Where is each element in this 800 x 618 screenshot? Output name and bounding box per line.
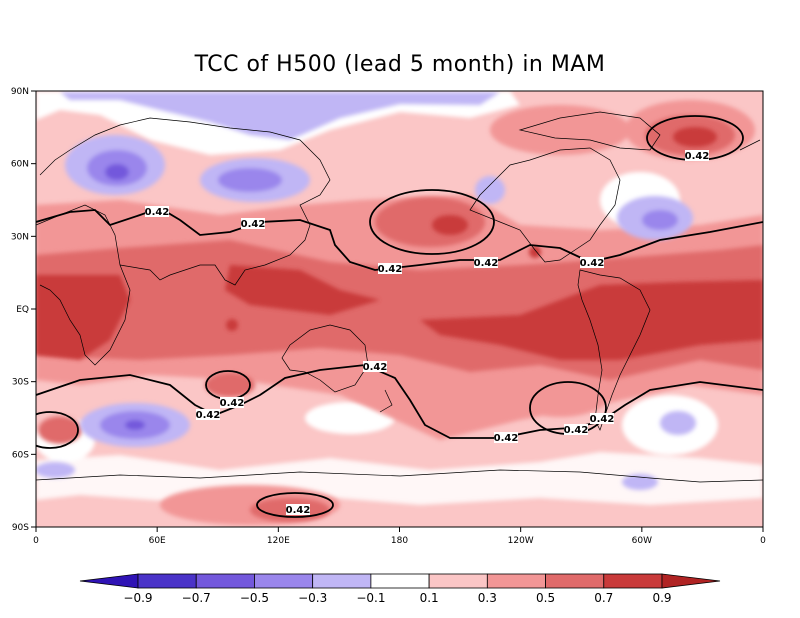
contour-label-bg [363,361,387,372]
colorbar-label: −0.7 [182,591,211,605]
contour-labels: 0.420.420.420.42 0.420.420.420.420.420.42… [145,150,710,516]
colorbar-segment [137,573,197,589]
colorbar-segment [545,573,605,589]
contour-label: 0.42 [564,425,589,436]
contour-label-bg [286,504,310,515]
colorbar-segment [195,573,255,589]
x-tick-label: 60W [632,536,652,546]
x-tick-label: 120W [508,536,534,546]
y-tick-label: 30N [11,232,29,242]
contour-label: 0.42 [580,258,605,269]
colorbar-label: −0.9 [123,591,152,605]
y-axis: 90N 60N 30N EQ 30S 60S 90S [11,87,36,533]
y-tick-label: EQ [16,305,29,315]
x-tick-label: 0 [33,536,39,546]
y-tick-label: 90S [12,523,29,533]
colorbar-label: 0.9 [652,591,671,605]
contour-label: 0.42 [378,264,403,275]
contour-label-bg [378,263,402,274]
colorbar-segment [428,573,488,589]
x-axis: 0 60E 120E 180 120W 60W 0 [33,527,766,546]
y-tick-label: 60N [11,160,29,170]
contour-label: 0.42 [286,505,311,516]
colorbar-segment [370,573,430,589]
y-tick-label: 90N [11,87,29,97]
contour-label-bg [580,257,604,268]
colorbar-label: −0.1 [356,591,385,605]
contour-label-bg [494,432,518,443]
contour-label: 0.42 [220,398,245,409]
colorbar-label: 0.5 [536,591,555,605]
colorbar-label: −0.3 [298,591,327,605]
colorbar-segment [312,573,372,589]
contour-label: 0.42 [590,414,615,425]
contour-label: 0.42 [474,258,499,269]
colorbar-segment [486,573,546,589]
colorbar-label: 0.1 [420,591,439,605]
contour-label-bg [196,409,220,420]
x-tick-label: 0 [760,536,766,546]
colorbar-segment [603,573,663,589]
map-plot-area [36,91,763,527]
colorbar-lower-arrow [79,573,139,589]
contour-label-bg [685,150,709,161]
x-tick-label: 120E [267,536,290,546]
y-tick-label: 30S [12,378,29,388]
y-tick-label: 60S [12,450,29,460]
colorbar-upper-arrow [661,573,721,589]
contour-label: 0.42 [241,219,266,230]
coastlines [36,111,763,483]
colorbar-label: −0.5 [240,591,269,605]
x-tick-label: 60E [149,536,166,546]
colorbar-segment [254,573,314,589]
contour-label-bg [564,424,588,435]
colorbar-label: 0.3 [478,591,497,605]
colorbar-label: 0.7 [594,591,613,605]
colorbar: −0.9 −0.7 −0.5 −0.3 −0.1 0.1 0.3 0.5 0.7 0.9 [79,573,721,605]
chart-title: TCC of H500 (lead 5 month) in MAM [194,52,606,77]
x-tick-label: 180 [391,536,408,546]
contour-label: 0.42 [494,433,519,444]
contour-label-bg [220,397,244,408]
contour-label: 0.42 [145,207,170,218]
contour-label-bg [590,413,614,424]
contour-label-bg [474,257,498,268]
contour-label-bg [145,206,169,217]
contour-label: 0.42 [196,410,221,421]
contour-label-bg [241,218,265,229]
contour-label: 0.42 [363,362,388,373]
contour-label: 0.42 [685,151,710,162]
